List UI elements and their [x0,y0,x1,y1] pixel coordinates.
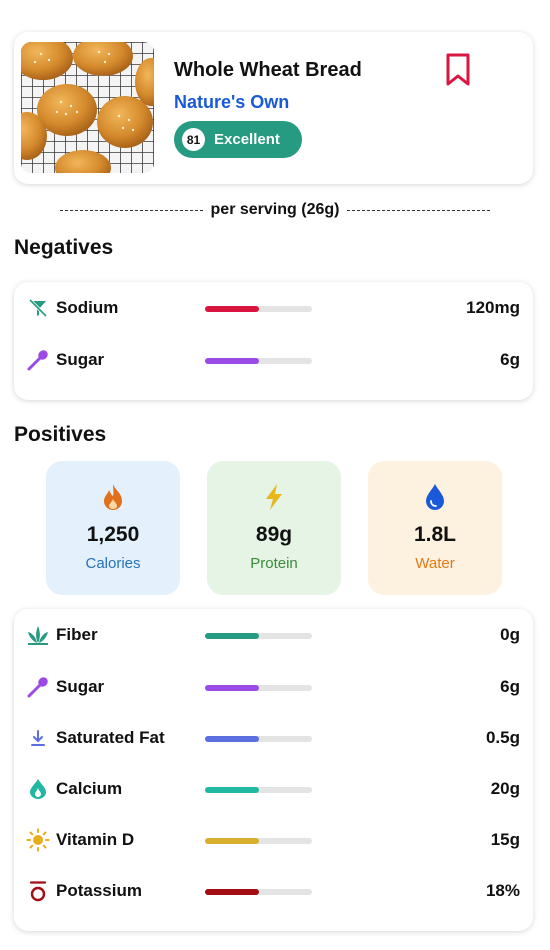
level-bar [205,358,312,364]
protein-tile[interactable]: 89g Protein [207,461,341,595]
nutrient-label: Sugar [56,677,105,696]
level-bar-fill [205,358,259,364]
potassium-icon [26,879,50,903]
level-bar [205,736,312,742]
nutrient-value: 0.5g [485,728,520,747]
tile-label: Water [415,555,455,572]
level-bar-fill [205,306,259,312]
calories-tile[interactable]: 1,250 Calories [46,461,180,595]
nutrient-value: 15g [490,830,520,849]
nutrient-row-vitamin-d[interactable]: Vitamin D 15g [14,825,533,855]
level-bar [205,889,312,895]
positives-title: Positives [14,423,107,446]
tile-value: 89g [255,523,293,546]
drop-icon [26,777,50,801]
product-name: Whole Wheat Bread [174,59,362,81]
divider [60,209,203,211]
nutrient-label: Fiber [56,625,98,644]
negatives-title: Negatives [14,236,114,259]
product-card: Whole Wheat Bread Nature's Own 81 Excell… [14,32,533,184]
nutrient-value: 20g [490,779,520,798]
level-bar-fill [205,685,259,691]
tile-label: Calories [85,555,141,572]
bread-rolls-photo [21,42,154,173]
level-bar [205,306,312,312]
water-drop-icon [368,483,502,511]
nutrient-value: 0g [500,625,520,644]
spoon-icon [26,675,50,699]
level-bar-fill [205,633,259,639]
nutrient-label: Sugar [56,350,105,369]
nutrient-label: Sodium [56,298,119,317]
nutrient-row-fiber[interactable]: Fiber 0g [14,620,533,650]
level-bar-fill [205,889,259,895]
arrow-down-icon [26,726,50,750]
score-rating: Excellent [214,131,280,148]
level-bar [205,685,312,691]
sun-icon [26,828,50,852]
nutrient-value: 120mg [466,298,520,317]
flame-icon [46,483,180,511]
nutrient-row-sugar[interactable]: Sugar 6g [14,672,533,702]
nutrient-value: 18% [485,881,520,900]
leaf-icon [26,623,50,647]
level-bar [205,838,312,844]
negatives-card: Sodium 120mg Sugar 6g [14,282,533,400]
level-bar-fill [205,736,259,742]
no-salt-icon [26,296,50,320]
serving-text: per serving (26g) [210,201,340,218]
level-bar [205,633,312,639]
tile-value: 1,250 [86,523,140,546]
score-value: 81 [182,128,205,151]
level-bar [205,787,312,793]
brand-link[interactable]: Nature's Own [174,92,290,112]
level-bar-fill [205,787,259,793]
nutrient-row-saturated-fat[interactable]: Saturated Fat 0.5g [14,723,533,753]
nutrient-label: Vitamin D [56,830,135,849]
serving-size: per serving (26g) [60,199,490,221]
nutrient-row-sodium[interactable]: Sodium 120mg [14,293,533,323]
spoon-icon [26,348,50,372]
nutrient-row-calcium[interactable]: Calcium 20g [14,774,533,804]
tile-label: Protein [250,555,298,572]
level-bar-fill [205,838,259,844]
nutrient-label: Saturated Fat [56,728,165,747]
bookmark-icon[interactable] [445,53,471,87]
nutrient-row-sugar[interactable]: Sugar 6g [14,345,533,375]
divider [347,209,490,211]
nutrient-row-potassium[interactable]: Potassium 18% [14,876,533,906]
nutrient-label: Calcium [56,779,123,798]
nutrient-value: 6g [500,350,520,369]
tile-value: 1.8L [413,523,457,546]
nutrient-label: Potassium [56,881,142,900]
water-tile[interactable]: 1.8L Water [368,461,502,595]
score-badge: 81 Excellent [174,121,302,158]
nutrient-value: 6g [500,677,520,696]
positives-card: Fiber 0g Sugar 6g Saturated Fat 0.5g [14,609,533,931]
lightning-icon [207,483,341,511]
